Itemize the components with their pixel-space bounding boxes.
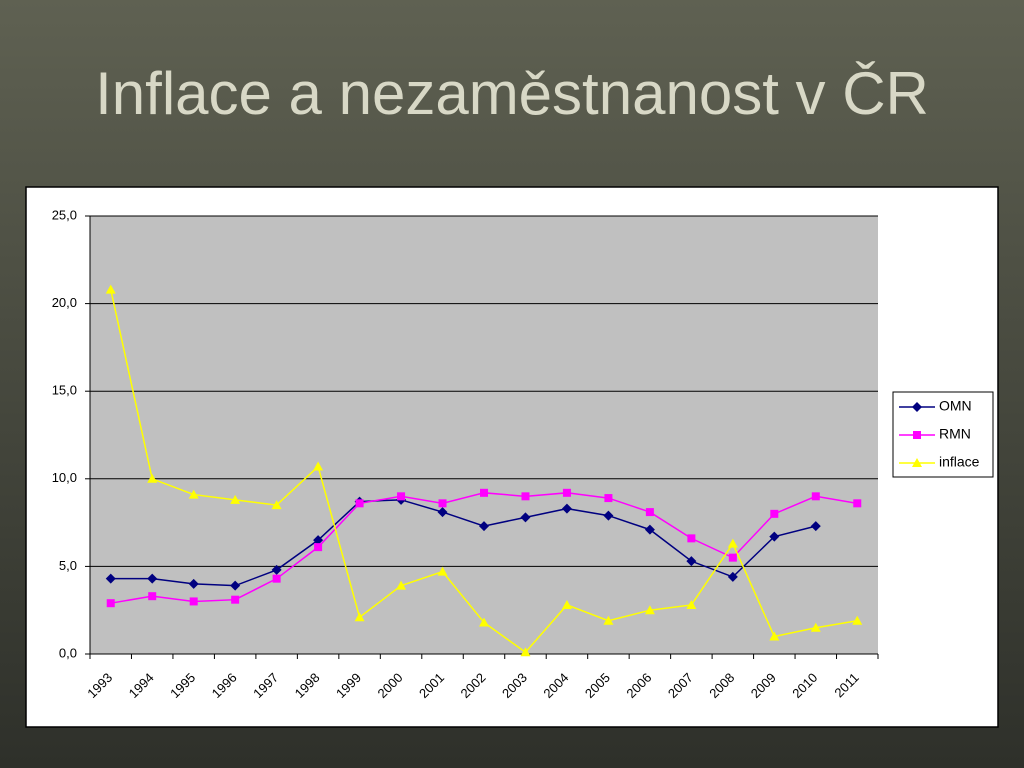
data-point — [810, 622, 821, 632]
data-point — [810, 521, 821, 532]
data-point — [189, 597, 198, 606]
data-point — [397, 492, 406, 501]
data-point — [437, 507, 448, 518]
data-point — [645, 508, 654, 517]
data-point — [479, 617, 489, 627]
data-point — [147, 573, 158, 584]
data-point — [148, 592, 157, 601]
legend-label: OMN — [939, 398, 972, 414]
y-tick-label: 5,0 — [59, 558, 77, 573]
data-point — [561, 599, 572, 609]
data-point — [314, 543, 323, 552]
legend-label: RMN — [939, 426, 971, 442]
data-point — [105, 284, 116, 294]
data-point — [728, 553, 737, 562]
legend-marker — [912, 458, 922, 467]
data-point — [644, 524, 655, 535]
data-point — [686, 556, 697, 567]
data-point — [603, 510, 614, 521]
data-point — [562, 488, 571, 497]
legend-marker — [913, 431, 921, 439]
data-point — [769, 631, 780, 641]
data-point — [686, 599, 697, 609]
data-point — [770, 509, 779, 518]
data-point — [479, 521, 489, 532]
data-point — [520, 512, 531, 523]
data-point — [271, 500, 282, 510]
data-point — [105, 573, 116, 584]
data-point — [438, 499, 447, 508]
data-point — [727, 538, 738, 548]
data-point — [811, 492, 820, 501]
data-point — [852, 615, 863, 625]
data-point — [561, 503, 572, 514]
slide-title: Inflace a nezaměstnanost v ČR — [95, 60, 929, 127]
data-point — [231, 595, 240, 604]
y-tick-label: 15,0 — [52, 383, 77, 398]
data-point — [603, 615, 614, 625]
data-point — [106, 599, 115, 608]
data-point — [230, 494, 241, 504]
data-point — [354, 612, 365, 622]
data-point — [313, 535, 324, 546]
data-point — [313, 461, 324, 471]
data-point — [727, 571, 738, 582]
data-point — [188, 489, 199, 499]
data-point — [480, 488, 488, 497]
y-tick-label: 20,0 — [52, 295, 77, 310]
data-point — [521, 492, 530, 501]
legend-label: inflace — [939, 454, 980, 470]
data-point — [230, 580, 241, 591]
y-tick-label: 0,0 — [59, 645, 77, 660]
data-point — [272, 574, 281, 583]
data-point — [687, 534, 696, 543]
data-point — [644, 605, 655, 615]
data-point — [355, 499, 364, 508]
data-point — [437, 566, 448, 576]
data-point — [769, 531, 780, 542]
data-point — [520, 647, 531, 657]
data-point — [604, 494, 613, 503]
series-line — [110, 499, 816, 587]
data-point — [853, 499, 862, 508]
plot-area — [90, 216, 878, 654]
y-tick-label: 25,0 — [52, 207, 77, 222]
data-point — [396, 580, 407, 590]
data-point — [147, 473, 158, 483]
y-tick-label: 10,0 — [52, 470, 77, 485]
legend-marker — [912, 402, 922, 412]
data-point — [271, 564, 282, 575]
data-point — [188, 578, 199, 589]
